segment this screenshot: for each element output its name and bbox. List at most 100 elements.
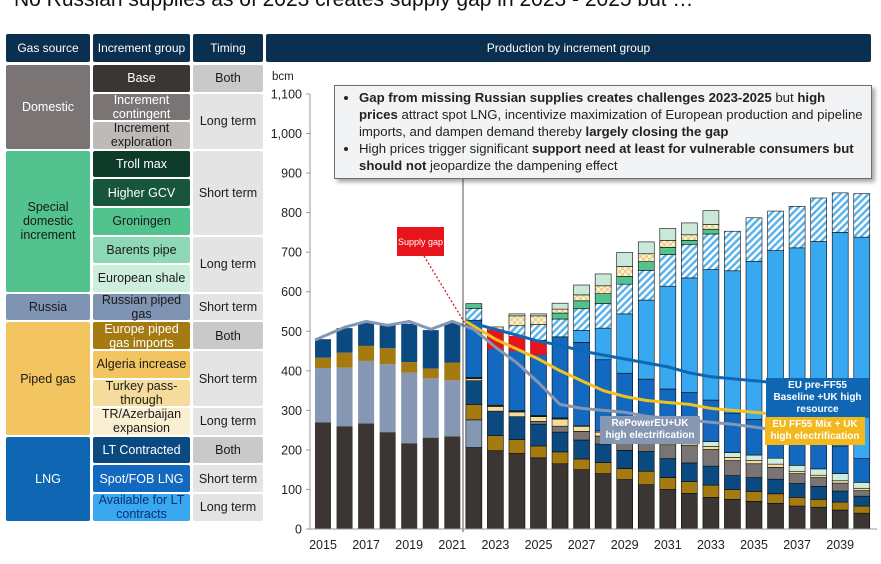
timing-cell: Both bbox=[193, 322, 263, 349]
bar-segment bbox=[551, 451, 569, 465]
bar-segment bbox=[508, 453, 526, 530]
bar-segment bbox=[637, 253, 655, 262]
bar-segment bbox=[745, 463, 763, 478]
bar-segment bbox=[745, 477, 763, 492]
x-tick-label: 2033 bbox=[697, 538, 725, 552]
bar-segment bbox=[594, 443, 612, 463]
bar-segment bbox=[788, 505, 806, 530]
bar-segment bbox=[788, 206, 806, 249]
bar-segment bbox=[444, 436, 461, 529]
supply-gap-label: Supply gap bbox=[397, 227, 444, 256]
bar-segment bbox=[573, 330, 590, 343]
bar-segment bbox=[831, 509, 849, 530]
bar-segment bbox=[659, 240, 677, 248]
bar-segment bbox=[530, 445, 547, 459]
bar-segment bbox=[853, 482, 871, 489]
key-message-callout: Gap from missing Russian supplies create… bbox=[334, 85, 872, 179]
bar-segment bbox=[551, 463, 569, 530]
bar-segment bbox=[465, 308, 483, 321]
y-tick-label: 600 bbox=[281, 285, 302, 299]
bar-segment bbox=[637, 241, 655, 255]
bar-segment bbox=[573, 308, 590, 331]
callout-bullet-2: High prices trigger significant support … bbox=[359, 140, 865, 174]
bar-segment bbox=[487, 450, 504, 530]
bar-segment bbox=[831, 490, 849, 503]
bar-segment bbox=[616, 479, 634, 530]
bar-segment bbox=[594, 285, 612, 295]
bar-segment bbox=[702, 233, 720, 270]
bar-segment bbox=[767, 457, 784, 465]
x-tick-label: 2037 bbox=[783, 538, 811, 552]
bar-segment bbox=[702, 465, 720, 486]
bar-segment bbox=[465, 380, 483, 405]
bar-segment bbox=[681, 243, 698, 279]
x-tick-label: 2023 bbox=[481, 538, 509, 552]
bar-segment bbox=[315, 357, 331, 369]
bar-segment bbox=[724, 452, 741, 458]
bar-segment bbox=[508, 416, 526, 440]
bar-segment bbox=[810, 468, 827, 476]
increment-group-increment-contingent: Increment contingent bbox=[93, 93, 190, 121]
bar-segment bbox=[508, 313, 526, 317]
bar-segment bbox=[767, 478, 784, 495]
bar-segment bbox=[444, 322, 461, 363]
x-tick-label: 2015 bbox=[309, 538, 337, 552]
increment-group-european-shale: European shale bbox=[93, 265, 190, 292]
slide-title: No Russian supplies as of 2023 creates s… bbox=[14, 0, 693, 12]
bar-segment bbox=[853, 512, 871, 530]
y-tick-label: 800 bbox=[281, 206, 302, 220]
supply-gap-segment bbox=[530, 341, 547, 355]
timing-cell: Both bbox=[193, 436, 263, 464]
bar-segment bbox=[487, 410, 504, 436]
y-tick-label: 400 bbox=[281, 364, 302, 378]
bar-segment bbox=[508, 315, 526, 327]
bar-segment bbox=[594, 303, 612, 329]
bar-segment bbox=[508, 411, 526, 417]
baseline-scenario-label: EU pre-FF55 Baseline +UK high resource bbox=[766, 378, 869, 418]
bar-segment bbox=[702, 224, 720, 230]
bar-segment bbox=[681, 222, 698, 236]
bar-segment bbox=[465, 419, 483, 448]
bar-segment bbox=[745, 217, 763, 262]
y-tick-label: 500 bbox=[281, 325, 302, 339]
bar-segment bbox=[853, 193, 871, 238]
bar-segment bbox=[315, 422, 331, 529]
bar-segment bbox=[487, 406, 504, 412]
x-tick-label: 2031 bbox=[654, 538, 682, 552]
bar-segment bbox=[358, 423, 375, 529]
repower-scenario-label: RePowerEU+UK high electrification bbox=[600, 416, 700, 444]
bar-segment bbox=[724, 230, 741, 272]
increment-group-spot-fob-lng: Spot/FOB LNG bbox=[93, 465, 190, 492]
bar-segment bbox=[530, 421, 547, 425]
x-tick-label: 2017 bbox=[352, 538, 380, 552]
bar-segment bbox=[681, 462, 698, 482]
bar-segment bbox=[810, 477, 827, 487]
y-tick-label: 900 bbox=[281, 167, 302, 181]
y-tick-label: 1,100 bbox=[271, 88, 302, 102]
bar-segment bbox=[745, 260, 763, 420]
bar-segment bbox=[724, 489, 741, 500]
bar-segment bbox=[637, 470, 655, 486]
bar-segment bbox=[702, 446, 720, 450]
header-production: Production by increment group bbox=[266, 34, 871, 62]
bar-segment bbox=[422, 378, 439, 438]
bar-segment bbox=[594, 462, 612, 474]
bar-segment bbox=[530, 423, 547, 447]
increment-group-higher-gcv: Higher GCV bbox=[93, 179, 190, 206]
bar-segment bbox=[573, 300, 590, 310]
increment-group-troll-max: Troll max bbox=[93, 150, 190, 178]
callout-bullet-1: Gap from missing Russian supplies create… bbox=[359, 89, 865, 140]
y-tick-label: 1,000 bbox=[271, 127, 302, 141]
x-tick-label: 2019 bbox=[395, 538, 423, 552]
bar-segment bbox=[573, 294, 590, 302]
bar-segment bbox=[724, 499, 741, 530]
bar-segment bbox=[315, 339, 331, 358]
bar-segment bbox=[659, 477, 677, 490]
bar-segment bbox=[810, 499, 827, 508]
bar-segment bbox=[767, 463, 784, 468]
bar-segment bbox=[530, 315, 547, 325]
timing-cell: Long term bbox=[193, 408, 263, 435]
bar-segment bbox=[336, 367, 353, 427]
bar-segment bbox=[702, 269, 720, 401]
header-increment-group: Increment group bbox=[93, 34, 190, 62]
